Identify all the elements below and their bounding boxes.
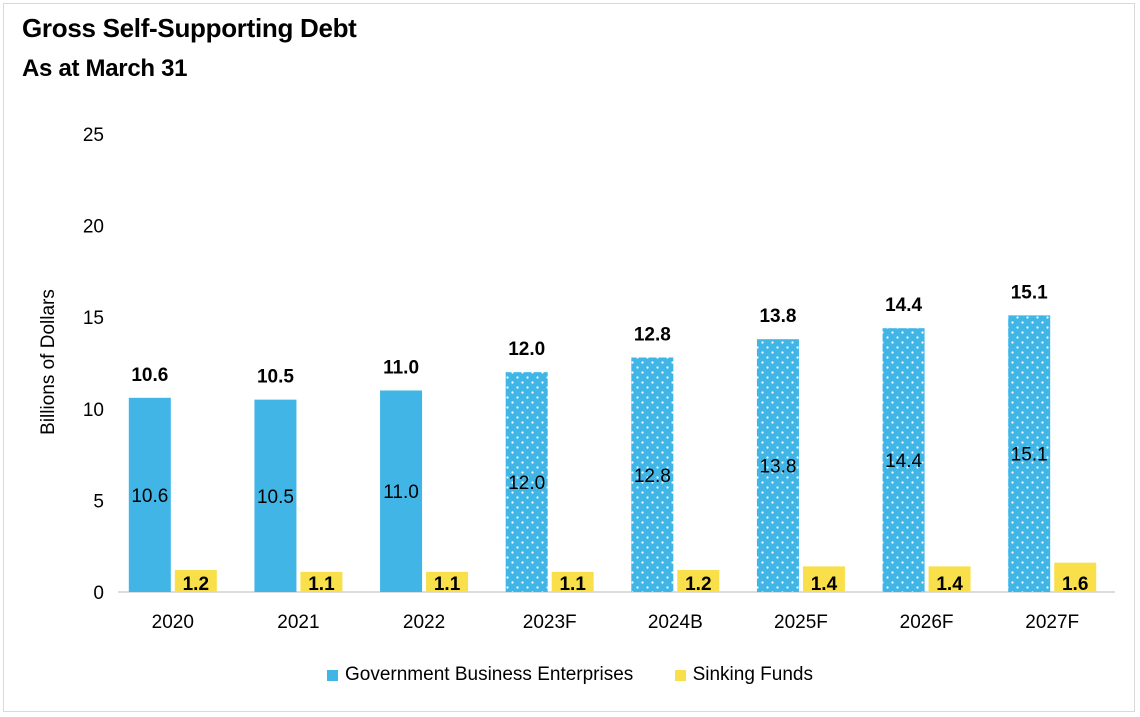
sinking-funds-bar	[677, 570, 720, 592]
y-tick-label: 15	[83, 308, 104, 329]
gbe-bar	[756, 339, 799, 592]
gbe-value-label: 12.0	[508, 473, 545, 494]
y-axis-title: Billions of Dollars	[38, 289, 59, 435]
gbe-value-label: 14.4	[885, 451, 922, 472]
gbe-value-label: 10.5	[257, 487, 294, 508]
legend-item-gbe: Government Business Enterprises	[327, 664, 633, 686]
sinking-funds-value-label: 1.4	[811, 574, 838, 595]
sinking-funds-value-label: 1.1	[434, 574, 461, 595]
total-value-label: 10.6	[131, 365, 168, 386]
gbe-bar	[128, 397, 171, 592]
gbe-bar	[631, 357, 674, 592]
gbe-bar	[254, 399, 297, 592]
x-axis: 2020 2021 2022 2023F 2024B 2025F 2026F 2027F	[118, 591, 1115, 633]
x-tick-label: 2023F	[523, 612, 577, 633]
sinking-funds-bar	[802, 566, 845, 592]
total-value-label: 12.0	[508, 339, 545, 360]
chart-subtitle: As at March 31	[22, 55, 188, 82]
x-tick-label: 2024B	[648, 612, 703, 633]
gbe-bar	[380, 390, 423, 592]
sinking-funds-value-label: 1.2	[685, 574, 711, 595]
total-value-label: 13.8	[759, 306, 796, 327]
x-tick-label: 2026F	[900, 612, 954, 633]
sinking-funds-bar	[300, 571, 343, 592]
y-tick-label: 10	[83, 400, 104, 421]
x-tick-label: 2025F	[774, 612, 828, 633]
y-tick-label: 0	[93, 583, 104, 604]
sinking-funds-value-label: 1.1	[308, 574, 335, 595]
gbe-value-label: 11.0	[383, 482, 419, 503]
sinking-funds-bar	[928, 566, 971, 592]
x-tick-label: 2021	[277, 612, 319, 633]
sinking-funds-value-label: 1.1	[559, 574, 586, 595]
total-value-label: 10.5	[257, 367, 294, 388]
legend-label-sinking-funds: Sinking Funds	[692, 664, 813, 685]
chart-title: Gross Self-Supporting Debt	[22, 13, 357, 43]
legend-label-gbe: Government Business Enterprises	[345, 664, 634, 685]
sinking-funds-bar	[426, 571, 469, 592]
sinking-funds-value-label: 1.2	[183, 574, 209, 595]
x-tick-label: 2027F	[1025, 612, 1079, 633]
y-axis: 0 5 10 15 20 25	[83, 125, 104, 604]
gbe-value-label: 15.1	[1011, 445, 1048, 466]
sinking-funds-bar	[551, 571, 594, 592]
gbe-bar	[882, 328, 925, 592]
sinking-funds-value-label: 1.6	[1062, 574, 1088, 595]
bars: 10.6 10.6 1.2 10.5 10.5 1.1 11.0 11.0 1.1 12.0 12.…	[128, 282, 1097, 595]
y-tick-label: 5	[93, 491, 104, 512]
sinking-funds-value-label: 1.4	[936, 574, 963, 595]
y-tick-label: 20	[83, 217, 104, 238]
total-value-label: 15.1	[1011, 282, 1048, 303]
gbe-bar	[1008, 315, 1051, 592]
total-value-label: 14.4	[885, 295, 922, 316]
gbe-value-label: 10.6	[131, 486, 168, 507]
chart-frame	[3, 3, 1135, 712]
legend: Government Business Enterprises Sinking …	[0, 664, 1140, 687]
legend-swatch-gbe	[327, 669, 338, 681]
x-tick-label: 2022	[403, 612, 445, 633]
sinking-funds-bar	[174, 570, 217, 592]
sinking-funds-bar	[1054, 562, 1097, 592]
y-tick-label: 25	[83, 125, 104, 146]
legend-swatch-sinking-funds	[674, 669, 686, 681]
gbe-value-label: 12.8	[634, 466, 671, 487]
legend-item-sinking-funds: Sinking Funds	[674, 664, 813, 686]
total-value-label: 11.0	[383, 357, 419, 378]
gbe-value-label: 13.8	[759, 457, 796, 478]
x-tick-label: 2020	[152, 612, 194, 633]
total-value-label: 12.8	[634, 325, 671, 346]
gbe-bar	[505, 372, 548, 592]
